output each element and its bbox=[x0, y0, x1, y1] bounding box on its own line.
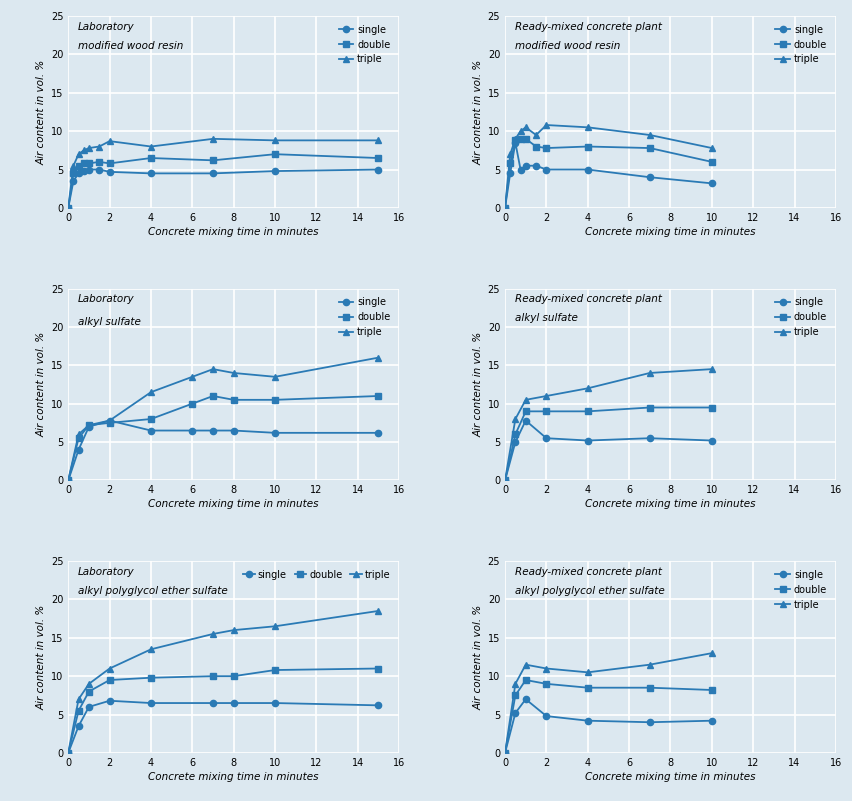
Text: Laboratory: Laboratory bbox=[78, 294, 135, 304]
Legend: single, double, triple: single, double, triple bbox=[771, 566, 830, 614]
Text: Laboratory: Laboratory bbox=[78, 22, 135, 32]
Legend: single, double, triple: single, double, triple bbox=[334, 21, 394, 68]
Y-axis label: Air content in vol. %: Air content in vol. % bbox=[473, 59, 483, 164]
Legend: single, double, triple: single, double, triple bbox=[334, 293, 394, 341]
X-axis label: Concrete mixing time in minutes: Concrete mixing time in minutes bbox=[584, 772, 755, 782]
Text: Ready-mixed concrete plant: Ready-mixed concrete plant bbox=[515, 567, 661, 577]
Y-axis label: Air content in vol. %: Air content in vol. % bbox=[473, 605, 483, 710]
Legend: single, double, triple: single, double, triple bbox=[239, 566, 394, 584]
Y-axis label: Air content in vol. %: Air content in vol. % bbox=[473, 332, 483, 437]
X-axis label: Concrete mixing time in minutes: Concrete mixing time in minutes bbox=[584, 227, 755, 237]
Text: Laboratory: Laboratory bbox=[78, 567, 135, 577]
X-axis label: Concrete mixing time in minutes: Concrete mixing time in minutes bbox=[148, 772, 319, 782]
Text: alkyl polyglycol ether sulfate: alkyl polyglycol ether sulfate bbox=[78, 586, 227, 596]
Legend: single, double, triple: single, double, triple bbox=[771, 21, 830, 68]
Text: alkyl sulfate: alkyl sulfate bbox=[515, 313, 577, 324]
X-axis label: Concrete mixing time in minutes: Concrete mixing time in minutes bbox=[148, 500, 319, 509]
Y-axis label: Air content in vol. %: Air content in vol. % bbox=[37, 332, 47, 437]
Text: Ready-mixed concrete plant: Ready-mixed concrete plant bbox=[515, 294, 661, 304]
Text: modified wood resin: modified wood resin bbox=[515, 41, 619, 51]
Y-axis label: Air content in vol. %: Air content in vol. % bbox=[37, 59, 47, 164]
Text: modified wood resin: modified wood resin bbox=[78, 41, 183, 51]
Text: alkyl sulfate: alkyl sulfate bbox=[78, 317, 141, 328]
Text: alkyl polyglycol ether sulfate: alkyl polyglycol ether sulfate bbox=[515, 586, 664, 596]
X-axis label: Concrete mixing time in minutes: Concrete mixing time in minutes bbox=[148, 227, 319, 237]
Legend: single, double, triple: single, double, triple bbox=[771, 293, 830, 341]
X-axis label: Concrete mixing time in minutes: Concrete mixing time in minutes bbox=[584, 500, 755, 509]
Y-axis label: Air content in vol. %: Air content in vol. % bbox=[37, 605, 47, 710]
Text: Ready-mixed concrete plant: Ready-mixed concrete plant bbox=[515, 22, 661, 32]
